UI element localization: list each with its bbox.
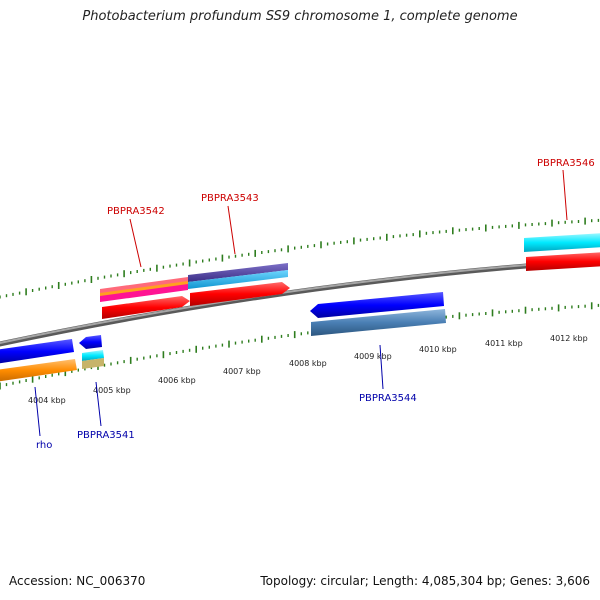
topology-text: Topology: circular; Length: 4,085,304 bp…	[260, 574, 590, 588]
gene-label-pbpra3542[interactable]: PBPRA3542	[107, 206, 165, 217]
feature-pbpra3541-cyan[interactable]	[82, 350, 104, 361]
feature-pbpra3543-sky[interactable]	[188, 270, 288, 289]
feature-pbpra3543-cds[interactable]	[190, 282, 290, 306]
scale-label: 4010 kbp	[419, 345, 457, 354]
upper-tick-row	[0, 217, 600, 299]
scale-label: 4009 kbp	[354, 352, 392, 361]
feature-rho-cds[interactable]	[0, 359, 77, 382]
gene-label-pbpra3543[interactable]: PBPRA3543	[201, 193, 259, 204]
feature-pbpra3546-gene[interactable]	[524, 233, 600, 252]
gene-label-rho[interactable]: rho	[36, 440, 52, 451]
scale-label: 4007 kbp	[223, 367, 261, 376]
feature-rho-gene[interactable]	[0, 339, 74, 364]
scale-label: 4011 kbp	[485, 339, 523, 348]
gene-label-pbpra3541[interactable]: PBPRA3541	[77, 430, 135, 441]
forward-features	[100, 233, 600, 319]
feature-pbpra3542-cds[interactable]	[102, 296, 190, 319]
feature-pbpra3541-khaki[interactable]	[82, 358, 104, 369]
scale-label: 4008 kbp	[289, 359, 327, 368]
scale-label: 4012 kbp	[550, 334, 588, 343]
label-leaders	[34, 169, 568, 437]
reverse-features	[0, 292, 446, 382]
scale-label: 4004 kbp	[28, 396, 66, 405]
gene-label-pbpra3546[interactable]: PBPRA3546	[537, 158, 595, 169]
feature-pbpra3546-cds[interactable]	[526, 252, 600, 271]
scale-label: 4006 kbp	[158, 376, 196, 385]
gene-labels: PBPRA3542 PBPRA3543 PBPRA3546 rho PBPRA3…	[36, 158, 595, 451]
feature-pbpra3542-magenta[interactable]	[100, 284, 188, 302]
gene-label-pbpra3544[interactable]: PBPRA3544	[359, 393, 417, 404]
feature-pbpra3541-gene[interactable]	[79, 335, 102, 349]
feature-pbpra3544-steel[interactable]	[311, 309, 446, 336]
scale-labels: 4004 kbp 4005 kbp 4006 kbp 4007 kbp 4008…	[28, 334, 588, 405]
genome-backbone	[0, 257, 600, 347]
accession-text: Accession: NC_006370	[9, 574, 146, 588]
map-title: Photobacterium profundum SS9 chromosome …	[82, 9, 518, 24]
feature-pbpra3543-navy[interactable]	[188, 263, 288, 282]
scale-label: 4005 kbp	[93, 386, 131, 395]
feature-pbpra3544-gene[interactable]	[310, 292, 444, 318]
